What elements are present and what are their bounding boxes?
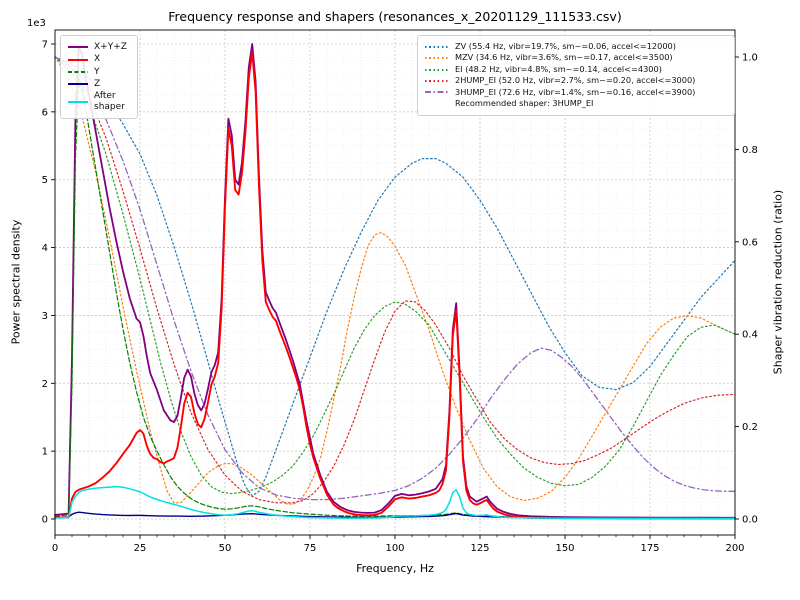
- legend-shapers: ZV (55.4 Hz, vibr=19.7%, sm~=0.06, accel…: [417, 35, 735, 116]
- legend-item: 3HUMP_EI (72.6 Hz, vibr=1.4%, sm~=0.16, …: [425, 86, 727, 97]
- x-tick-label: 175: [640, 543, 659, 554]
- y-left-tick-label: 2: [42, 379, 48, 390]
- legend-item-label: After shaper: [94, 91, 125, 112]
- x-tick-label: 50: [219, 543, 232, 554]
- x-tick-label: 0: [52, 543, 58, 554]
- y-right-tick-label: 0.8: [742, 145, 758, 156]
- legend-item: After shaper: [68, 91, 130, 112]
- y-right-tick-label: 0.4: [742, 330, 758, 341]
- series-ei: [54, 56, 736, 495]
- legend-line-sample: [68, 46, 88, 49]
- legend-line-sample: [68, 83, 88, 86]
- legend-item-label: ZV (55.4 Hz, vibr=19.7%, sm~=0.06, accel…: [455, 41, 676, 51]
- y-right-tick-label: 1.0: [742, 53, 758, 64]
- legend-item-label: Y: [94, 66, 100, 77]
- y-axis-offset-text: 1e3: [27, 18, 46, 29]
- legend-line-sample: [425, 57, 449, 60]
- y-left-tick-label: 1: [42, 447, 48, 458]
- x-tick-label: 25: [134, 543, 147, 554]
- series-z: [54, 511, 736, 519]
- series-mzv: [54, 56, 736, 505]
- legend-item-label: Z: [94, 79, 101, 90]
- series-y: [54, 77, 736, 519]
- legend-item: EI (48.2 Hz, vibr=4.8%, sm~=0.14, accel<…: [425, 63, 727, 74]
- y-right-tick-label: 0.0: [742, 515, 758, 526]
- series-2hump-ei: [54, 56, 736, 504]
- legend-line-sample: [68, 58, 88, 61]
- y-left-tick-label: 5: [42, 175, 48, 186]
- y-left-tick-label: 6: [42, 107, 48, 118]
- legend-item: MZV (34.6 Hz, vibr=3.6%, sm~=0.17, accel…: [425, 52, 727, 63]
- x-tick-label: 150: [555, 543, 574, 554]
- x-axis-label: Frequency, Hz: [356, 562, 434, 575]
- series-x: [54, 51, 736, 520]
- y-right-tick-label: 0.2: [742, 422, 758, 433]
- chart-title: Frequency response and shapers (resonanc…: [168, 9, 622, 24]
- legend-line-sample: [68, 70, 88, 73]
- legend-item: X+Y+Z: [68, 42, 130, 52]
- legend-item-label: EI (48.2 Hz, vibr=4.8%, sm~=0.14, accel<…: [455, 63, 662, 74]
- legend-item: X: [68, 54, 130, 64]
- legend-line-sample: [425, 91, 449, 94]
- legend-item: Y: [68, 67, 130, 77]
- series-after-shaper: [54, 485, 736, 520]
- series-zv: [54, 56, 736, 497]
- legend-item: Z: [68, 79, 130, 89]
- x-tick-label: 200: [725, 543, 744, 554]
- legend-line-sample: [425, 79, 449, 82]
- legend-item: ZV (55.4 Hz, vibr=19.7%, sm~=0.06, accel…: [425, 41, 727, 51]
- x-tick-label: 100: [385, 543, 404, 554]
- legend-item-label: MZV (34.6 Hz, vibr=3.6%, sm~=0.17, accel…: [455, 52, 673, 63]
- y-axis-label-left: Power spectral density: [9, 219, 23, 345]
- legend-line-sample: [425, 68, 449, 71]
- legend-item-label: X+Y+Z: [94, 42, 127, 52]
- x-tick-label: 75: [304, 543, 317, 554]
- legend-line-sample: [68, 100, 88, 103]
- y-left-tick-label: 4: [42, 243, 48, 254]
- legend-item-label: Recommended shaper: 3HUMP_EI: [455, 98, 594, 109]
- legend-item-label: 3HUMP_EI (72.6 Hz, vibr=1.4%, sm~=0.16, …: [455, 86, 696, 97]
- x-tick-label: 125: [470, 543, 489, 554]
- legend-psd: X+Y+Z X Y Z After shaper: [60, 35, 138, 120]
- legend-item-label: 2HUMP_EI (52.0 Hz, vibr=2.7%, sm~=0.20, …: [455, 75, 696, 86]
- y-left-tick-label: 0: [42, 515, 48, 526]
- legend-line-sample: [425, 45, 449, 48]
- legend-item-label: X: [94, 54, 101, 65]
- y-left-tick-label: 7: [42, 40, 48, 51]
- legend-item: Recommended shaper: 3HUMP_EI: [425, 98, 727, 109]
- legend-item: 2HUMP_EI (52.0 Hz, vibr=2.7%, sm~=0.20, …: [425, 75, 727, 86]
- y-left-tick-label: 3: [42, 311, 48, 322]
- y-axis-label-right: Shaper vibration reduction (ratio): [771, 189, 785, 375]
- y-right-tick-label: 0.6: [742, 237, 758, 248]
